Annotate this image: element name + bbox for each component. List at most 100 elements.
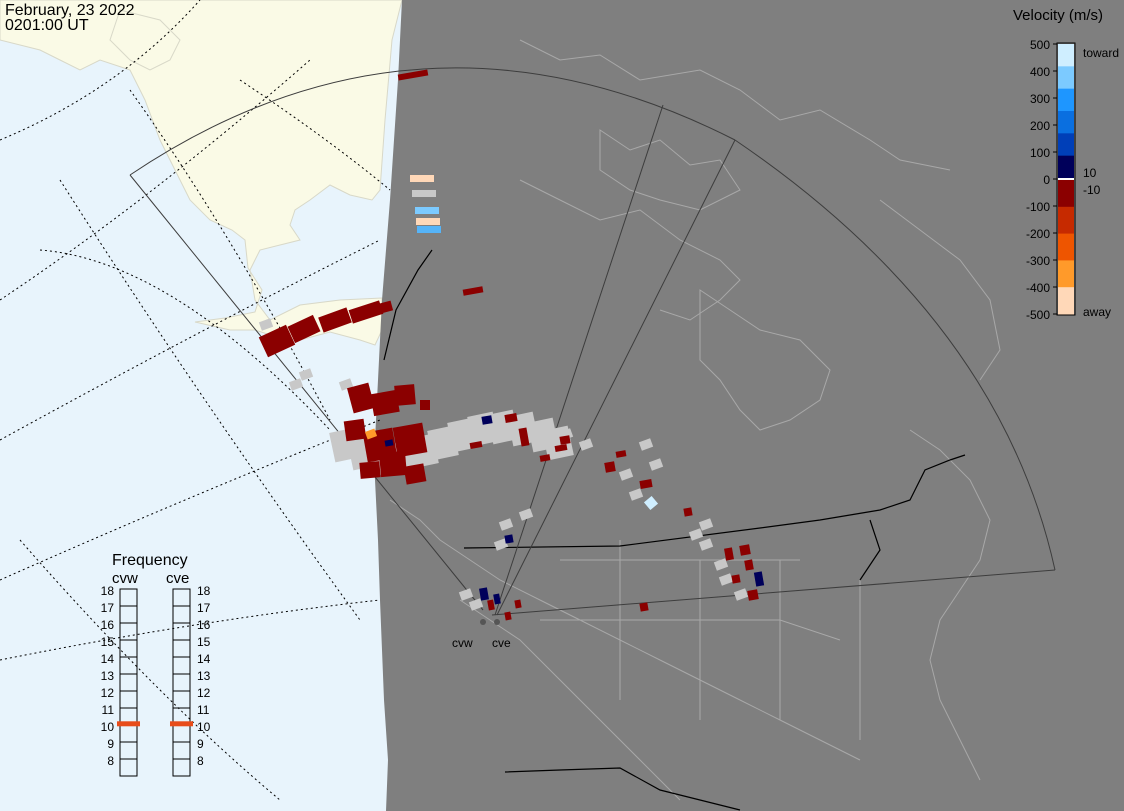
frequency-scale-label: 14 xyxy=(197,652,211,666)
legend-inner-10: 10 xyxy=(1083,166,1097,180)
velocity-cell xyxy=(487,599,495,611)
velocity-cell xyxy=(420,400,430,410)
legend-swatch xyxy=(1058,133,1074,157)
night-region xyxy=(374,0,1124,811)
legend-away: away xyxy=(1083,305,1111,319)
ground-scatter-cell xyxy=(458,588,474,601)
frequency-scale-label: 9 xyxy=(107,737,114,751)
frequency-scale-label: 8 xyxy=(197,754,204,768)
frequency-scale-label: 18 xyxy=(197,584,211,598)
velocity-cell xyxy=(639,602,649,612)
legend-tick-label: 500 xyxy=(1030,38,1050,52)
legend-tick-label: -400 xyxy=(1026,281,1050,295)
ground-scatter-cell xyxy=(518,508,534,521)
legend-tick-label: -500 xyxy=(1026,308,1050,322)
velocity-cell xyxy=(394,384,416,406)
frequency-marker xyxy=(117,721,140,727)
frequency-scale-label: 11 xyxy=(197,703,210,717)
velocity-cell xyxy=(747,589,759,601)
radar-label-cvw: cvw xyxy=(452,636,473,650)
velocity-cell xyxy=(462,286,484,296)
legend-swatch xyxy=(1058,44,1074,67)
frequency-scale-label: 17 xyxy=(197,601,211,615)
legend-tick-label: -100 xyxy=(1026,200,1050,214)
velocity-cell xyxy=(370,389,400,417)
ground-scatter-cell xyxy=(298,368,314,381)
legend-toward: toward xyxy=(1083,46,1119,60)
legend-tick-label: 200 xyxy=(1030,119,1050,133)
velocity-legend: Velocity (m/s) 500 400 300 200 100 0 -100 -200 -… xyxy=(1013,7,1119,322)
velocity-cell xyxy=(410,175,434,182)
geo-grid xyxy=(0,0,391,801)
frequency-scale-label: 13 xyxy=(101,669,115,683)
radar-fov xyxy=(129,67,1056,616)
velocity-cell xyxy=(539,454,551,462)
velocity-cell xyxy=(615,450,627,458)
frequency-scale-label: 16 xyxy=(197,618,211,632)
velocity-cell xyxy=(379,450,407,478)
legend-swatch xyxy=(1058,206,1074,235)
ground-scatter-cell xyxy=(618,468,634,481)
frequency-scale-label: 9 xyxy=(197,737,204,751)
frequency-title: Frequency xyxy=(112,552,188,569)
legend-tick-labels: 500 400 300 200 100 0 -100 -200 -300 -400 -500 xyxy=(1026,38,1057,322)
date-title: February, 23 2022 xyxy=(5,2,135,19)
velocity-cell xyxy=(504,534,514,544)
velocity-cell xyxy=(731,574,741,584)
legend-swatch-zero xyxy=(1058,178,1074,180)
radar-site-cvw xyxy=(480,619,486,625)
alaska-landmass xyxy=(0,0,403,346)
velocity-cell xyxy=(347,382,375,414)
legend-tick-label: -300 xyxy=(1026,254,1050,268)
velocity-cell xyxy=(392,422,428,458)
frequency-scale-label: 10 xyxy=(197,720,211,734)
legend-swatch xyxy=(1058,155,1074,179)
velocity-cell xyxy=(348,300,384,324)
velocity-cell xyxy=(753,571,765,587)
ground-scatter-cell xyxy=(258,318,274,331)
frequency-scale-label: 14 xyxy=(101,652,115,666)
velocity-cell xyxy=(504,413,518,423)
velocity-cell xyxy=(559,435,571,445)
frequency-scale-label: 15 xyxy=(101,635,115,649)
legend-swatch xyxy=(1058,233,1074,261)
frequency-scale-label: 13 xyxy=(197,669,211,683)
legend-swatch xyxy=(1058,260,1074,288)
frequency-marker xyxy=(170,721,193,727)
velocity-cell xyxy=(415,207,439,214)
frequency-scale-label: 12 xyxy=(197,686,211,700)
velocity-cell xyxy=(403,463,427,485)
legend-title: Velocity (m/s) xyxy=(1013,7,1103,24)
velocity-cell xyxy=(384,439,394,447)
velocity-cell xyxy=(554,444,568,452)
radar-label-cve: cve xyxy=(492,636,511,650)
velocity-cell xyxy=(604,461,616,473)
velocity-cell xyxy=(643,495,659,511)
velocity-cell xyxy=(343,418,367,442)
legend-color-bar xyxy=(1058,44,1074,315)
coastlines xyxy=(389,39,1001,801)
velocity-cell xyxy=(318,307,352,333)
frequency-radar-cve: cve xyxy=(166,570,189,587)
velocity-cell xyxy=(739,544,751,556)
velocity-cell xyxy=(364,428,378,440)
velocity-cell xyxy=(258,324,296,358)
legend-swatch xyxy=(1058,180,1074,208)
velocity-cell xyxy=(397,69,429,81)
velocity-cell xyxy=(287,314,321,344)
ground-scatter-cell xyxy=(718,573,734,586)
velocity-cell xyxy=(639,479,653,489)
frequency-scale-label: 17 xyxy=(101,601,115,615)
frequency-panel: Frequency cvw cve 1817161514131211109818… xyxy=(101,552,211,777)
velocity-echoes xyxy=(258,69,765,621)
legend-tick-label: 300 xyxy=(1030,92,1050,106)
legend-tick-label: -200 xyxy=(1026,227,1050,241)
ground-scatter-cell xyxy=(648,458,664,471)
velocity-cell xyxy=(744,559,754,571)
velocity-cell xyxy=(504,611,512,621)
radar-site-cve xyxy=(494,619,500,625)
legend-swatch xyxy=(1058,88,1074,112)
ground-scatter-cell xyxy=(698,538,714,551)
ground-scatter-cell xyxy=(493,538,509,551)
